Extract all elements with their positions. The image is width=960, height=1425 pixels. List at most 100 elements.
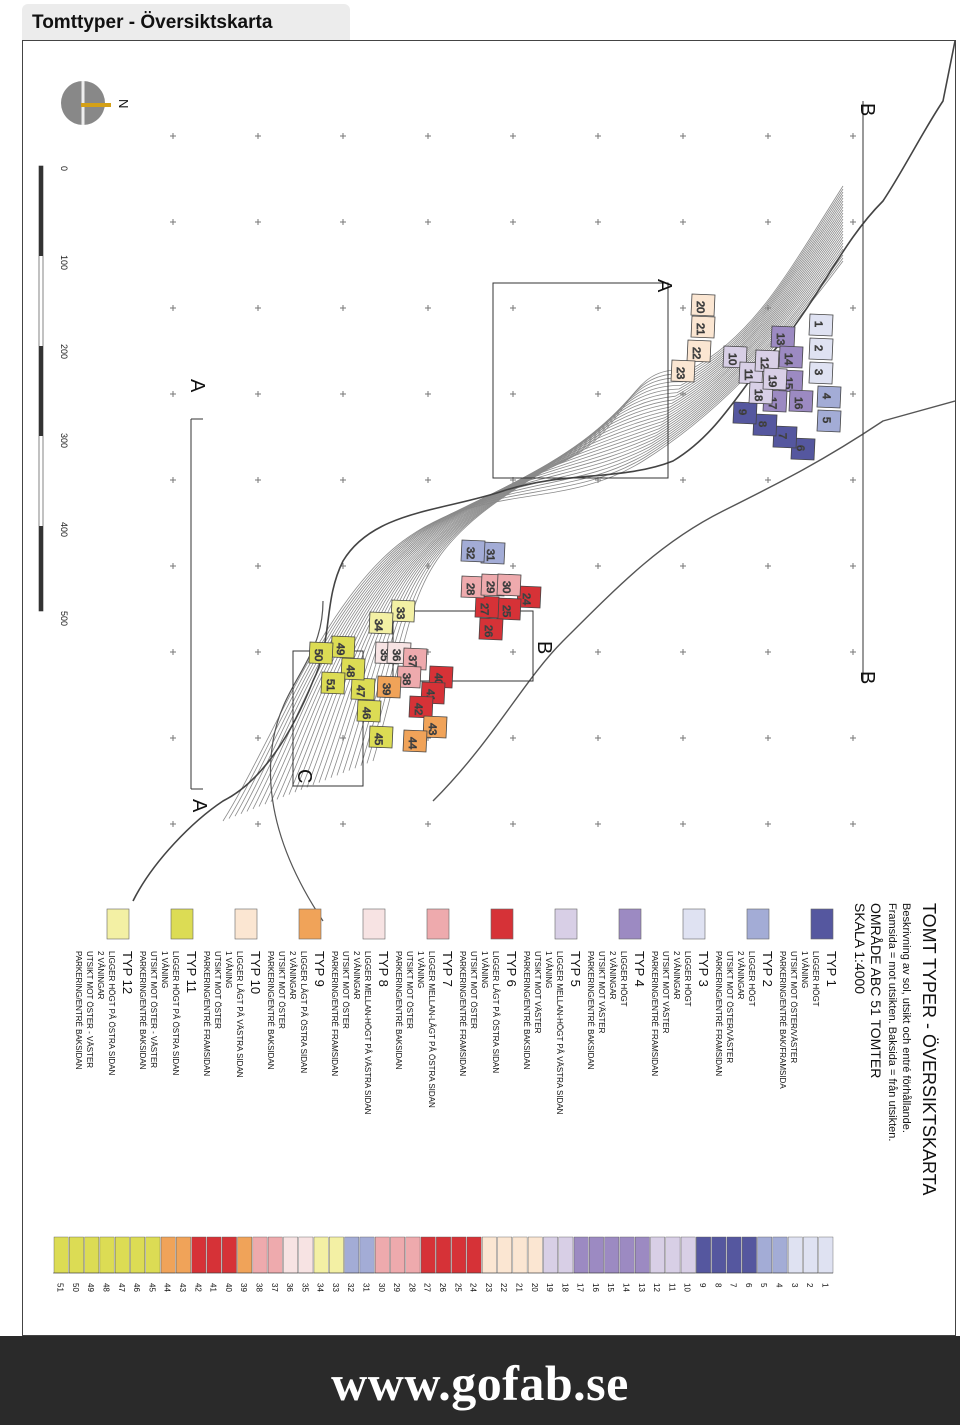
legend-type-1 — [810, 908, 834, 940]
legend-type-line: 1 VÅNING — [224, 951, 233, 988]
plot-9[interactable]: 9 — [732, 401, 758, 425]
plot-39[interactable]: 39 — [376, 675, 402, 699]
section-label-b-bottom: B — [856, 671, 878, 684]
legend-plot-index-number: 33 — [331, 1283, 340, 1292]
legend-plot-index-number: 16 — [591, 1283, 600, 1292]
plot-37[interactable]: 37 — [402, 647, 428, 671]
legend-plot-index-number: 38 — [254, 1283, 263, 1292]
legend-type-line: LIGGER HÖGT — [619, 951, 628, 1007]
legend-desc-1: Beskrivning av sol, utsikt och entré för… — [900, 903, 912, 1133]
legend-type-8 — [362, 908, 386, 940]
plot-47[interactable]: 47 — [350, 677, 376, 701]
legend-plot-index-number: 45 — [147, 1283, 156, 1292]
plot-14[interactable]: 14 — [778, 345, 804, 369]
plot-12[interactable]: 12 — [754, 349, 780, 373]
legend-type-12 — [106, 908, 130, 940]
legend-type-6 — [490, 908, 514, 940]
plot-23[interactable]: 23 — [670, 359, 696, 383]
legend-plot-index-number: 3 — [790, 1283, 799, 1288]
plot-38[interactable]: 38 — [396, 665, 422, 689]
plot-21[interactable]: 21 — [690, 315, 716, 339]
plot-number: 10 — [726, 353, 738, 365]
legend-plot-index-number: 49 — [86, 1283, 95, 1292]
plot-22[interactable]: 22 — [686, 339, 712, 363]
coastline — [132, 40, 956, 902]
legend-type-line: LIGGER LÅGT PÅ ÖSTRA SIDAN — [299, 951, 308, 1073]
legend-type-line: LIGGER MELLAN-HÖGT PÅ VÄSTRA SIDAN — [555, 951, 564, 1115]
plot-25[interactable]: 25 — [496, 597, 522, 621]
plot-number: 13 — [774, 333, 786, 345]
plot-46[interactable]: 46 — [356, 699, 382, 723]
plot-number: 32 — [464, 547, 476, 559]
plot-42[interactable]: 42 — [408, 695, 434, 719]
plot-8[interactable]: 8 — [752, 413, 778, 437]
legend-plot-index-number: 24 — [469, 1283, 478, 1292]
legend-type-name: TYP 12 — [120, 951, 135, 994]
plot-7[interactable]: 7 — [772, 425, 798, 449]
legend-plot-index-number: 5 — [759, 1283, 768, 1288]
plot-number: 19 — [766, 375, 778, 387]
scale-bar — [38, 165, 44, 612]
legend-type-2 — [746, 908, 770, 940]
plot-number: 36 — [390, 649, 402, 661]
legend-type-line: UTSIKT MOT ÖSTER - VÄSTER — [85, 951, 94, 1068]
plot-45[interactable]: 45 — [368, 725, 394, 749]
legend-plot-index-number: 47 — [117, 1283, 126, 1292]
legend-type-10 — [234, 908, 258, 940]
plot-3[interactable]: 3 — [808, 361, 834, 385]
legend-heading: TOMT TYPER - ÖVERSIKTSKARTA — [919, 903, 939, 1195]
plot-32[interactable]: 32 — [460, 539, 486, 563]
plot-number: 3 — [812, 369, 824, 375]
plot-2[interactable]: 2 — [808, 337, 834, 361]
legend-type-line: PARKERING/ENTRÉ FRAMSIDAN — [650, 951, 659, 1076]
plot-44[interactable]: 44 — [402, 729, 428, 753]
plot-6[interactable]: 6 — [790, 437, 816, 461]
legend-type-line: UTSIKT MOT VÄSTER — [597, 951, 606, 1034]
legend-plot-index-number: 46 — [132, 1283, 141, 1292]
plot-51[interactable]: 51 — [320, 671, 346, 695]
plot-33[interactable]: 33 — [390, 599, 416, 623]
legend-plot-index-number: 39 — [239, 1283, 248, 1292]
legend-plot-index-number: 41 — [209, 1283, 218, 1292]
legend-type-line: LIGGER HÖGT — [683, 951, 692, 1007]
legend-type-name: TYP 1 — [824, 951, 839, 987]
plot-4[interactable]: 4 — [816, 385, 842, 409]
scale-tick-label: 200 — [59, 344, 69, 359]
plot-13[interactable]: 13 — [770, 325, 796, 349]
legend-plot-index: 1234567891011121314151617181920212223242… — [53, 1236, 834, 1292]
legend-plot-index-number: 34 — [316, 1283, 325, 1292]
legend-type-line: UTSIKT MOT ÖSTER - VÄSTER — [149, 951, 158, 1068]
plot-26[interactable]: 26 — [478, 617, 504, 641]
plot-50[interactable]: 50 — [308, 641, 334, 665]
legend-plot-index-number: 2 — [805, 1283, 814, 1288]
legend-type-line: PARKERING/ENTRÉ BAKSIDAN — [74, 951, 83, 1070]
plot-19[interactable]: 19 — [762, 367, 788, 391]
legend-plot-index-number: 26 — [438, 1283, 447, 1292]
footer-url[interactable]: www.gofab.se — [331, 1355, 629, 1411]
legend-type-9 — [298, 908, 322, 940]
legend-plot-index-number: 23 — [484, 1283, 493, 1292]
plot-31[interactable]: 31 — [480, 541, 506, 565]
access-road — [432, 400, 956, 802]
plot-30[interactable]: 30 — [496, 573, 522, 597]
scale-tick-label: 100 — [59, 255, 69, 270]
plot-number: 8 — [756, 421, 768, 427]
legend-plot-index-number: 15 — [606, 1283, 615, 1292]
legend-plot-index-number: 9 — [698, 1283, 707, 1288]
legend-area: OMRÅDE ABC 51 TOMTER — [868, 903, 884, 1078]
legend-type-line: UTSIKT MOT ÖSTER — [277, 951, 286, 1029]
plot-43[interactable]: 43 — [422, 715, 448, 739]
plot-20[interactable]: 20 — [690, 293, 716, 317]
plot-27[interactable]: 27 — [474, 595, 500, 619]
plot-16[interactable]: 16 — [788, 389, 814, 413]
plot-34[interactable]: 34 — [368, 611, 394, 635]
plot-1[interactable]: 1 — [808, 313, 834, 337]
plot-5[interactable]: 5 — [816, 409, 842, 433]
plot-28[interactable]: 28 — [460, 575, 486, 599]
legend-plot-index-number: 19 — [545, 1283, 554, 1292]
plot-48[interactable]: 48 — [340, 657, 366, 681]
plot-49[interactable]: 49 — [330, 635, 356, 659]
plot-number: 22 — [690, 347, 702, 359]
scale-tick-label: 0 — [59, 166, 69, 171]
